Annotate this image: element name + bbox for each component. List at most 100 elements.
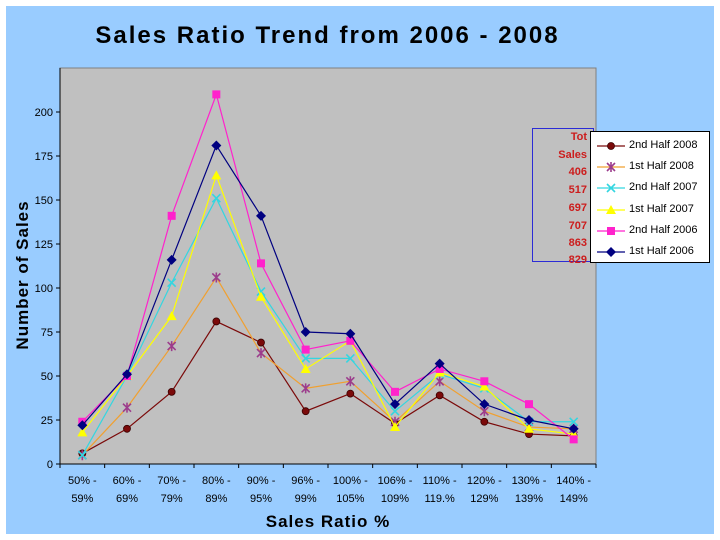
x-tick-label: 105% [336,493,364,505]
legend-swatch [597,247,625,257]
x-tick-label: 69% [116,493,138,505]
x-tick-label: 60% - [113,475,142,487]
legend-swatch [597,227,625,235]
data-point [479,381,490,391]
legend-marker [606,205,616,214]
legend-label: 1st Half 2006 [629,245,694,257]
data-point [390,399,400,410]
y-tick-label: 25 [41,415,53,427]
data-point [167,278,177,288]
y-tick-label: 150 [35,195,53,207]
data-point [390,422,400,432]
data-point [166,254,177,265]
total-value: 829 [568,254,587,266]
data-point [300,363,311,373]
data-point [346,336,355,345]
legend-item: 2nd Half 2006 [595,222,707,240]
legend-marker [607,227,615,235]
series-line [82,320,574,454]
total-value: 863 [568,237,587,249]
data-point [166,311,177,321]
data-point [524,415,534,425]
x-tick-label: 119.% [424,493,455,505]
data-point [301,407,310,416]
x-tick-label: 149% [560,493,588,505]
data-point [257,338,265,347]
data-point [122,369,132,380]
data-point [345,376,355,387]
x-tick-label: 79% [161,493,183,505]
x-tick-label: 99% [295,493,317,505]
total-value: 406 [568,166,587,178]
x-tick-label: 106% - [378,475,413,487]
series-line [81,173,574,435]
y-tick-label: 50 [41,371,53,383]
data-point [211,272,221,283]
series-group [78,90,578,444]
data-point [435,391,444,400]
series-layer [77,90,579,461]
data-point [479,399,490,410]
legend-swatch [597,205,625,214]
axes-layer: 0 25 50 75 100 125 150 175 200 50% - 59% 60% - 69% 70… [35,68,597,505]
legend: 2nd Half 2008 1st Half 2008 2nd Half 200… [590,131,710,263]
legend-item: 2nd Half 2008 [595,137,707,155]
y-axis-title: Number of Sales [13,200,32,350]
data-point [345,353,355,363]
data-point [568,423,579,434]
y-tick-label: 125 [35,239,53,251]
series-line [81,144,574,430]
data-point [435,364,444,373]
legend-swatch [597,183,625,193]
legend-label: 2nd Half 2007 [629,181,698,193]
data-point [301,383,311,394]
y-tick-label: 200 [35,107,53,119]
x-tick-label: 90% - [247,475,276,487]
data-point [211,193,221,203]
legend-marker [606,183,616,193]
data-point [256,348,266,359]
x-tick-label: 100% - [333,475,368,487]
x-tick-label: 140% - [556,475,591,487]
data-point [123,424,131,433]
plot-area [59,67,597,465]
x-tick-label: 59% [71,493,93,505]
y-tick-label: 0 [47,459,53,471]
data-point [256,210,266,221]
data-point [301,345,310,354]
data-point [122,402,132,413]
data-point [77,427,88,437]
data-point [256,291,266,301]
data-point [77,420,88,431]
data-point [167,341,177,352]
legend-item: 1st Half 2008 [595,158,707,176]
total-value: 517 [568,184,587,196]
x-tick-label: 109% [381,493,409,505]
y-tick-label: 100 [35,283,53,295]
data-point [480,377,489,386]
legend-item: 1st Half 2006 [595,243,707,261]
y-tick-label: 175 [35,151,53,163]
total-value: 697 [568,202,587,214]
data-point [346,389,355,398]
data-point [211,140,222,151]
legend-label: 1st Half 2008 [629,160,694,172]
x-tick-label: 96% - [291,475,320,487]
data-point [257,259,265,268]
data-point [167,211,176,220]
data-point [434,358,445,369]
legend-marker [606,247,616,257]
data-point [569,417,579,427]
data-point [390,406,400,416]
legend-marker [607,142,615,150]
x-tick-label: 95% [250,493,272,505]
data-point [212,90,221,99]
legend-item: 1st Half 2007 [595,201,707,219]
data-point [167,387,176,396]
chart-title: Sales Ratio Trend from 2006 - 2008 [95,22,560,49]
data-point [524,423,534,433]
legend-label: 1st Half 2007 [629,203,694,215]
x-tick-label: 70% - [157,475,186,487]
x-tick-label: 130% - [512,475,547,487]
